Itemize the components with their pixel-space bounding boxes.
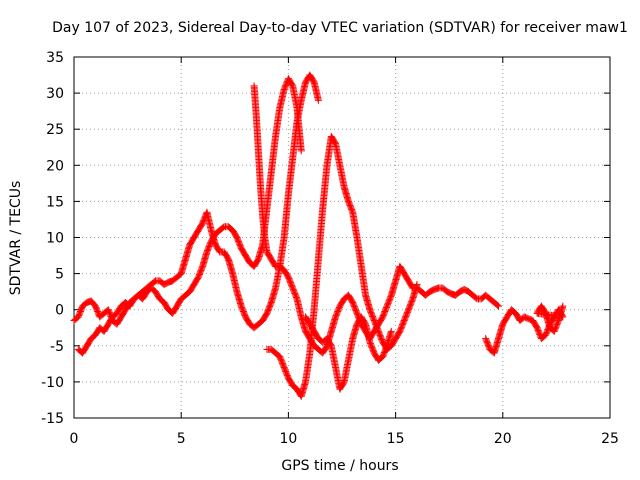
x-tick-label: 0 xyxy=(70,431,79,447)
y-tick-label: 20 xyxy=(46,158,64,174)
y-tick-label: 5 xyxy=(55,267,64,283)
y-tick-label: -10 xyxy=(41,375,64,391)
grid xyxy=(74,57,610,418)
data-point xyxy=(387,327,395,335)
x-tick-label: 5 xyxy=(177,431,186,447)
axis-ticks: 0 5 10 15 20 25 -15 -10 -5 0 5 10 15 20 25 30 35 xyxy=(41,50,619,447)
y-axis-label: SDTVAR / TECUs xyxy=(8,181,24,296)
data-point xyxy=(495,302,503,310)
y-tick-label: 35 xyxy=(46,50,64,66)
x-tick-label: 25 xyxy=(601,431,619,447)
y-tick-label: 30 xyxy=(46,86,64,102)
y-tick-label: 10 xyxy=(46,231,64,247)
chart-title: Day 107 of 2023, Sidereal Day-to-day VTE… xyxy=(52,20,628,36)
x-tick-label: 15 xyxy=(387,431,405,447)
data-point xyxy=(559,302,567,310)
x-tick-label: 20 xyxy=(494,431,512,447)
data-point xyxy=(314,96,322,104)
x-axis-label: GPS time / hours xyxy=(281,458,398,474)
y-tick-label: -5 xyxy=(50,339,64,355)
data-point xyxy=(493,301,501,309)
data-point xyxy=(413,280,421,288)
y-tick-label: 25 xyxy=(46,122,64,138)
y-tick-label: -15 xyxy=(41,411,64,427)
y-tick-label: 15 xyxy=(46,194,64,210)
data-marks xyxy=(70,71,567,400)
data-point xyxy=(297,147,305,155)
x-tick-label: 10 xyxy=(279,431,297,447)
y-tick-label: 0 xyxy=(55,303,64,319)
